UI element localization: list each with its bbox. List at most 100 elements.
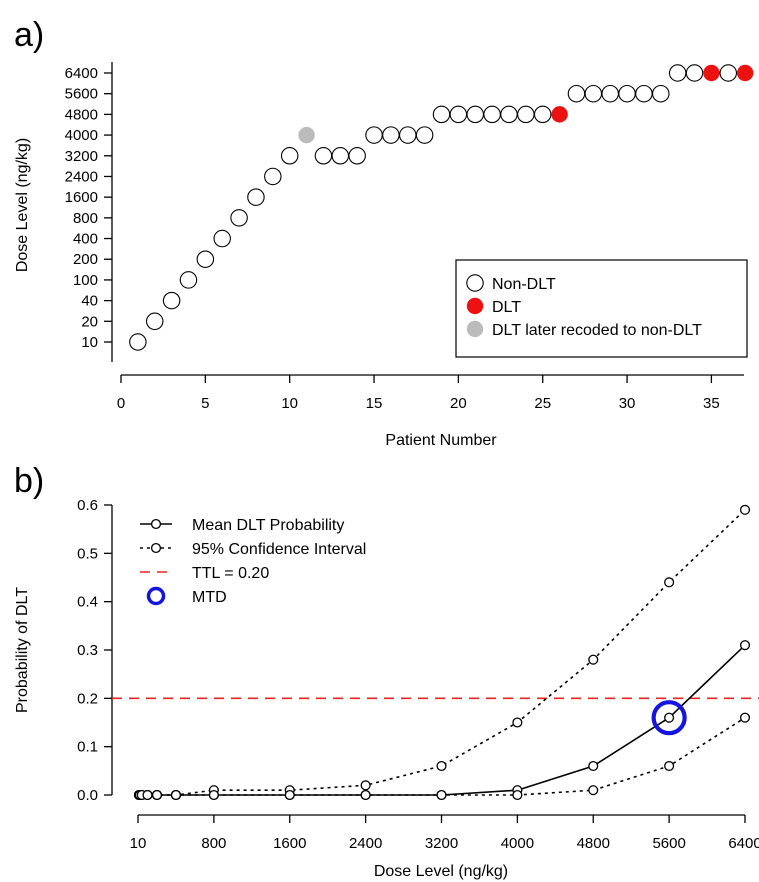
panel-a-point-non-dlt [196,250,215,268]
panel-a-points [129,64,754,351]
panel-a-x-tick-label: 20 [450,395,467,412]
panel-a-y-tick-label: 800 [73,210,98,227]
panel-b-legend-marker-mtd [146,586,166,606]
panel-a-point-non-dlt [533,105,552,124]
panel-b-legend-marker-ci [150,542,162,554]
panel-a-x-tick-label: 35 [703,395,720,412]
panel-a-x-tick-label: 15 [366,395,383,412]
panel-b-point-ci-upper [360,780,371,791]
panel-a-point-non-dlt [264,167,282,186]
panel-a-x-tick-label: 25 [534,395,551,412]
panel-b-point-ci-lower [512,789,523,801]
panel-a-point-non-dlt [517,105,535,124]
panel-b-series [112,504,759,801]
panel-b-x-ticks: 10 800 1600 2400 3200 4000 4800 5600 6400 [130,815,759,852]
panel-a-y-tick-label: 3200 [65,148,98,165]
panel-a-point-dlt [736,64,754,82]
panel-a-y-tick-label: 40 [81,293,98,310]
panel-b-x-tick-label: 1600 [273,835,306,852]
panel-b-x-tick-label: 10 [130,835,147,852]
panel-b-x-tick-label: 800 [201,835,226,852]
panel-b-point-ci-lower [664,760,675,772]
panel-a-legend-label: DLT [492,299,521,316]
panel-b-point-mean [739,640,751,651]
panel-a-letter: a) [14,16,44,54]
panel-b-x-tick-label: 6400 [728,835,759,852]
panel-b-point-mean [588,760,599,772]
panel-b-y-tick-label: 0.5 [77,545,98,562]
panel-a-legend-marker-dlt [466,297,484,315]
panel-b-point-ci-upper [512,717,523,728]
panel-a-point-non-dlt [314,147,333,165]
panel-a-point-non-dlt [618,84,636,103]
panel-b-x-tick-label: 5600 [652,835,685,852]
panel-b-point-ci-lower [360,789,371,801]
panel-b-point-ci-lower [588,785,599,796]
panel-a-point-non-dlt [145,312,164,331]
panel-a-point-non-dlt [567,84,586,103]
panel-a-y-tick-label: 1600 [65,189,98,206]
panel-b-legend-marker-mean [150,518,162,530]
panel-a-point-non-dlt [365,126,383,144]
panel-a-legend-marker-non-dlt [466,274,484,292]
panel-a-y-tick-label: 400 [73,231,98,248]
panel-b-point-ci-lower [142,789,153,801]
panel-b-point-ci-lower [436,789,447,801]
panel-a-point-non-dlt [399,126,417,144]
panel-a-point-non-dlt [162,291,181,310]
panel-b-x-label: Dose Level (ng/kg) [374,863,508,880]
panel-b-y-tick-label: 0.0 [77,787,98,804]
panel-a-point-non-dlt [635,84,653,103]
panel-a-point-non-dlt [415,126,434,144]
panel-a-y-tick-label: 10 [81,334,98,351]
panel-b: b) 10 800 1600 2400 3200 4000 4800 5600 6400 0.0… [14,462,759,880]
panel-a-y-tick-label: 6400 [65,65,98,82]
panel-a-x-tick-label: 0 [117,395,125,412]
panel-b-point-ci-upper [739,504,751,515]
panel-b-y-label: Probability of DLT [14,587,31,713]
panel-b-y-tick-label: 0.6 [77,497,98,514]
panel-a-x-tick-label: 5 [201,395,209,412]
panel-b-x-tick-label: 2400 [349,835,382,852]
panel-a-point-non-dlt [230,209,248,227]
panel-a-point-non-dlt [668,64,687,82]
panel-a-y-ticks: 10 20 40 100 200 400 800 1600 2400 3200 4000 4800 56… [65,65,112,351]
panel-a: a) 0 5 10 15 20 25 30 35 10 20 40 100 200 400 800 1600… [14,16,754,449]
panel-a-point-non-dlt [584,84,603,103]
panel-a-x-label: Patient Number [385,432,497,449]
panel-a-y-tick-label: 100 [73,272,98,289]
panel-a-point-non-dlt [483,105,501,124]
panel-a-y-tick-label: 4000 [65,127,98,144]
panel-b-point-ci-upper [436,760,447,772]
panel-a-point-non-dlt [213,229,231,248]
panel-a-point-dlt [551,106,568,123]
panel-b-legend: Mean DLT Probability 95% Confidence Inter… [140,517,366,606]
panel-a-point-recoded [298,126,315,144]
panel-a-point-non-dlt [719,64,738,82]
panel-a-point-dlt [703,64,720,82]
panel-b-legend-label-ttl: TTL = 0.20 [192,565,269,582]
panel-a-point-non-dlt [601,84,619,103]
panel-b-series-line-ci-lower [138,717,746,796]
panel-a-x-tick-label: 30 [619,395,636,412]
panel-b-legend-label-mtd: MTD [192,589,227,606]
panel-a-y-label: Dose Level (ng/kg) [14,138,31,272]
panel-b-letter: b) [14,462,44,500]
panel-a-point-non-dlt [179,271,198,289]
panel-b-y-tick-label: 0.4 [77,594,98,611]
panel-a-x-tick-label: 10 [281,395,298,412]
panel-b-y-ticks: 0.0 0.1 0.2 0.3 0.4 0.5 0.6 [77,497,112,804]
panel-a-legend-box [455,259,748,358]
panel-a-point-non-dlt [652,84,670,103]
panel-b-point-ci-upper [664,577,675,588]
panel-a-point-non-dlt [685,64,704,82]
panel-a-x-ticks: 0 5 10 15 20 25 30 35 [117,375,720,412]
panel-b-point-ci-lower [208,789,219,801]
panel-a-legend-label: Non-DLT [492,276,556,293]
panel-b-y-tick-label: 0.1 [77,739,98,756]
panel-b-mtd-marker [651,700,687,736]
panel-b-x-tick-label: 4800 [577,835,610,852]
panel-a-point-non-dlt [348,147,366,165]
panel-b-y-tick-label: 0.2 [77,690,98,707]
panel-b-x-tick-label: 4000 [501,835,534,852]
